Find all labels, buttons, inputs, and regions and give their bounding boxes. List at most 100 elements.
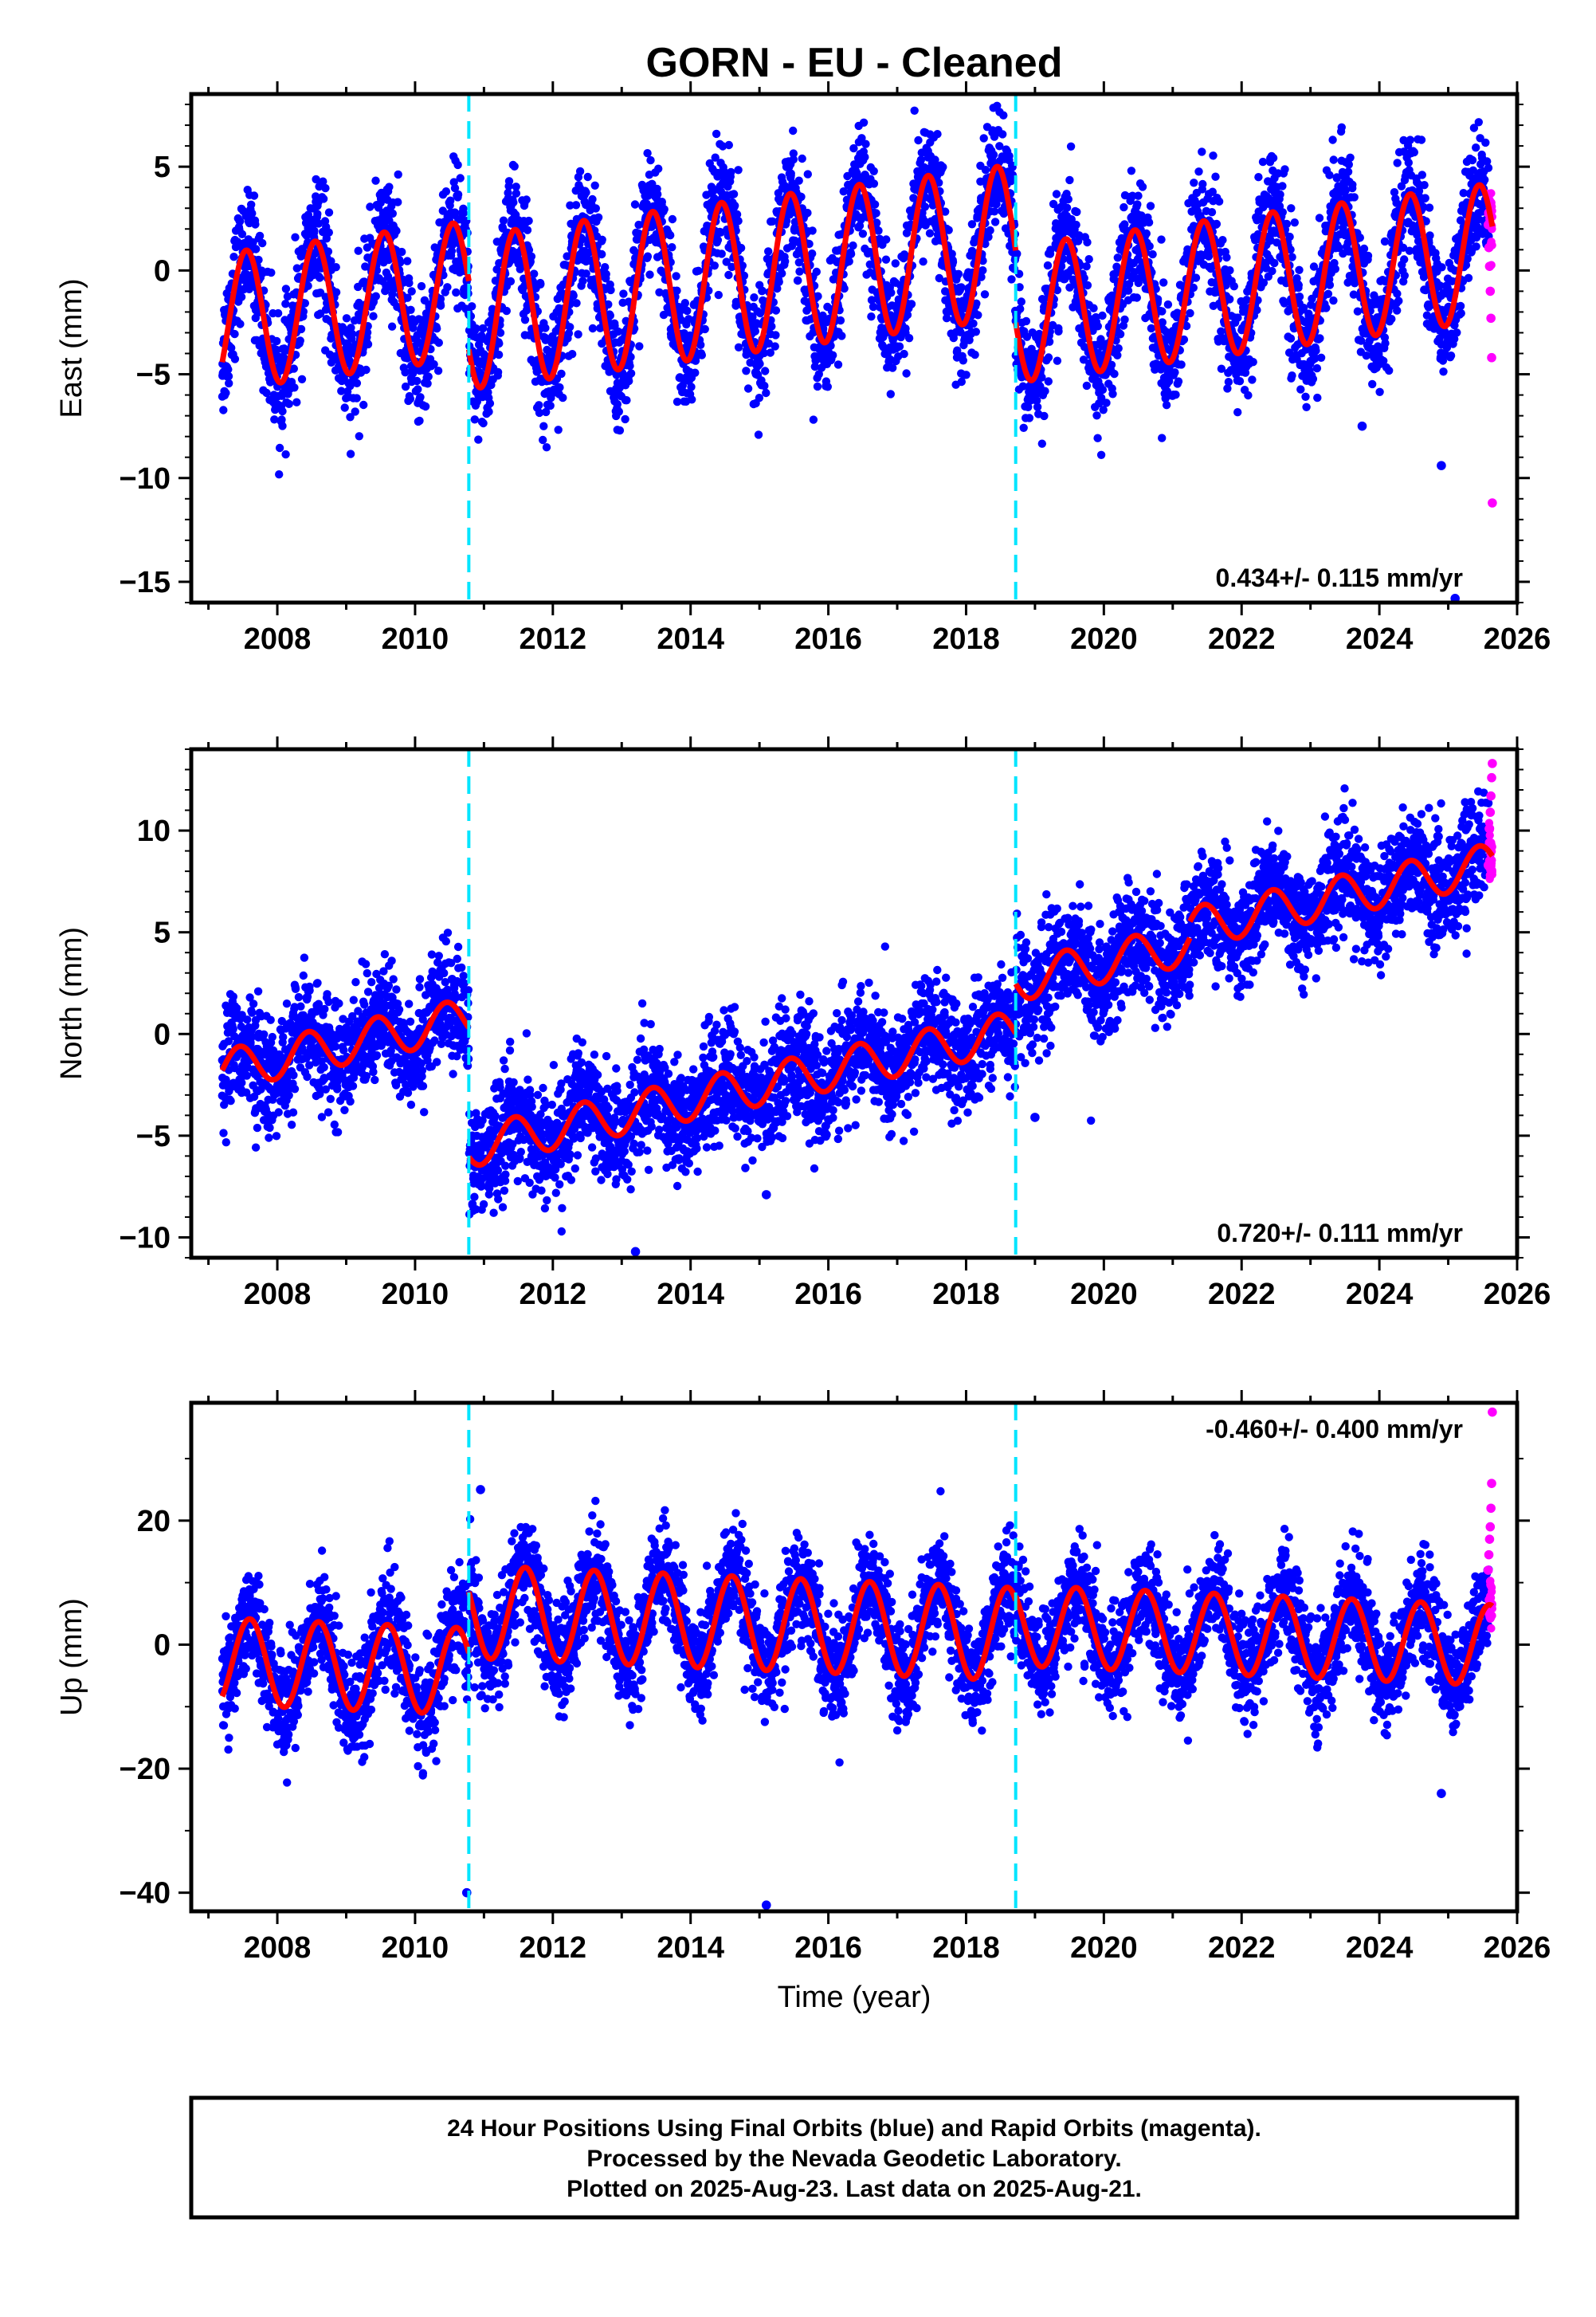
east-data-point <box>904 334 914 343</box>
east-data-point <box>222 388 230 398</box>
east-data-point <box>1323 289 1333 298</box>
east-data-point <box>371 292 380 300</box>
east-data-point <box>255 231 265 241</box>
east-data-point <box>833 360 843 369</box>
east-data-point <box>626 369 636 378</box>
east-data-point <box>846 249 856 258</box>
east-data-point <box>291 233 300 242</box>
east-data-point <box>1054 327 1063 336</box>
east-data-point <box>1082 381 1092 391</box>
east-data-point <box>484 407 493 416</box>
east-data-point <box>1329 155 1338 164</box>
east-data-point <box>512 189 521 198</box>
east-data-point <box>292 264 301 273</box>
east-data-point <box>1043 261 1053 270</box>
east-data-point <box>754 430 763 439</box>
east-data-point <box>1040 411 1049 421</box>
east-data-point <box>771 331 780 340</box>
east-data-point <box>591 204 600 213</box>
east-data-point <box>1062 203 1072 212</box>
east-data-point <box>634 229 643 238</box>
east-data-point <box>1400 255 1409 264</box>
east-data-point <box>363 340 373 349</box>
east-data-point <box>1158 434 1167 442</box>
east-data-point <box>1380 237 1390 246</box>
east-data-point <box>1157 235 1166 244</box>
east-data-point <box>433 324 441 333</box>
east-data-point <box>919 257 927 266</box>
east-data-point <box>413 376 422 386</box>
east-data-point <box>1286 334 1296 343</box>
east-data-point <box>1418 171 1427 179</box>
east-data-point <box>398 247 406 257</box>
east-data-point <box>748 312 757 321</box>
east-data-point <box>867 312 876 321</box>
east-data-point <box>1269 154 1278 163</box>
east-data-point <box>281 450 290 459</box>
east-data-point <box>843 171 852 181</box>
east-data-point <box>385 183 394 191</box>
east-data-point <box>794 276 802 285</box>
east-data-point <box>969 319 978 328</box>
east-data-point <box>1158 307 1167 316</box>
east-data-point <box>512 183 520 191</box>
east-data-point <box>224 365 233 374</box>
east-data-point <box>555 383 564 392</box>
east-data-point <box>571 201 581 210</box>
east-data-point <box>881 255 891 264</box>
east-data-point <box>235 217 245 226</box>
east-data-point <box>1322 304 1331 312</box>
east-data-point <box>944 226 953 234</box>
east-data-point <box>743 384 753 393</box>
east-data-point <box>766 348 774 357</box>
east-data-point <box>224 371 233 381</box>
east-data-point <box>803 170 812 179</box>
east-data-point <box>789 149 798 158</box>
east-data-point <box>472 324 480 333</box>
east-data-point <box>1313 393 1322 403</box>
east-data-point <box>673 286 681 295</box>
east-data-point <box>1133 200 1142 209</box>
east-data-point <box>1295 293 1304 301</box>
east-data-point <box>1022 316 1031 326</box>
east-data-point <box>1072 220 1080 230</box>
east-data-point <box>541 324 550 332</box>
east-data-point <box>1072 207 1081 217</box>
east-data-point <box>626 352 635 362</box>
east-data-point <box>275 443 284 453</box>
east-data-point <box>1294 281 1304 289</box>
east-data-point <box>1093 434 1102 442</box>
east-data-point <box>1280 165 1289 174</box>
east-data-point <box>1421 194 1429 202</box>
east-data-point <box>296 324 306 334</box>
east-data-point <box>394 170 402 179</box>
east-data-point <box>1394 296 1403 305</box>
east-data-point <box>438 206 447 215</box>
east-data-point <box>887 289 896 297</box>
east-data-point <box>839 187 848 196</box>
east-data-point <box>1017 297 1026 306</box>
east-data-point <box>392 226 401 235</box>
east-data-point <box>773 284 782 293</box>
east-data-point <box>959 356 968 365</box>
east-data-point <box>1287 204 1296 213</box>
east-data-point <box>566 201 574 210</box>
east-data-point <box>655 288 664 296</box>
east-data-point <box>751 327 759 336</box>
east-data-point <box>601 263 610 272</box>
east-data-point <box>248 209 257 218</box>
east-data-point <box>861 139 870 148</box>
east-data-point <box>1145 242 1154 251</box>
east-data-point <box>1089 304 1098 312</box>
east-data-point <box>738 261 747 270</box>
east-data-point <box>1254 173 1263 182</box>
east-data-point <box>546 401 555 410</box>
east-data-point <box>598 235 606 244</box>
east-data-point <box>1285 232 1294 242</box>
east-data-point <box>869 167 878 175</box>
east-data-point <box>1346 153 1355 162</box>
east-data-point <box>759 348 769 358</box>
east-data-point <box>539 435 547 445</box>
east-data-point <box>1162 401 1171 410</box>
